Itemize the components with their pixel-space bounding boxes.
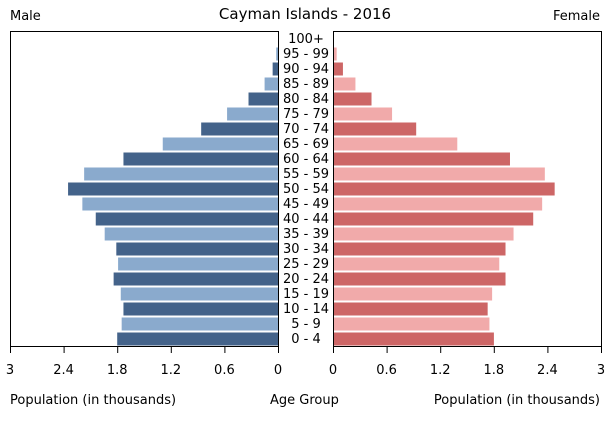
male-bar (227, 107, 278, 121)
female-bar (334, 272, 506, 286)
male-axis-tick-label: 2.4 (53, 363, 74, 378)
age-group-label: 5 - 9 (291, 317, 321, 332)
age-group-label: 10 - 14 (283, 302, 329, 317)
male-bar (162, 137, 278, 151)
female-bar (334, 47, 337, 61)
female-bar (334, 137, 458, 151)
female-bar (334, 302, 488, 316)
female-bar (334, 317, 490, 331)
female-axis-tick-label: 1.2 (430, 363, 451, 378)
male-bar (276, 47, 278, 61)
male-axis-tick-label: 3 (6, 363, 14, 378)
age-group-label: 35 - 39 (283, 227, 329, 242)
female-bar (334, 107, 393, 121)
age-group-label: 45 - 49 (283, 197, 329, 212)
female-label: Female (552, 9, 600, 24)
male-bar (272, 62, 278, 76)
female-bar (334, 92, 372, 106)
female-bar (334, 122, 417, 136)
female-bar (334, 77, 356, 91)
age-group-label: 30 - 34 (283, 242, 329, 257)
female-bar (334, 212, 534, 226)
age-group-label: 100+ (288, 32, 324, 47)
female-axis-tick-label: 0 (329, 363, 337, 378)
male-axis-tick-label: 1.8 (107, 363, 128, 378)
age-group-label: 25 - 29 (283, 257, 329, 272)
age-group-label: 50 - 54 (283, 182, 329, 197)
age-group-label: 80 - 84 (283, 92, 329, 107)
male-axis-tick-label: 0.6 (214, 363, 235, 378)
female-bar (334, 167, 545, 181)
female-axis-tick-label: 3 (597, 363, 605, 378)
female-bar (334, 332, 494, 346)
female-bar (334, 257, 500, 271)
male-bar (123, 152, 278, 166)
female-bar (334, 287, 493, 301)
x-axis-label-center: Age Group (270, 393, 339, 408)
male-bar (121, 317, 279, 331)
age-group-label: 60 - 64 (283, 152, 329, 167)
male-bar (248, 92, 278, 106)
male-bar (82, 197, 278, 211)
age-group-label: 20 - 24 (283, 272, 329, 287)
male-plot-frame (10, 31, 279, 347)
male-axis-tick-label: 0 (274, 363, 282, 378)
age-group-label: 85 - 89 (283, 77, 329, 92)
female-axis-tick-label: 1.8 (483, 363, 504, 378)
female-bar (334, 242, 506, 256)
age-group-label: 65 - 69 (283, 137, 329, 152)
female-bar (334, 152, 510, 166)
male-bar (120, 287, 278, 301)
male-bar (104, 227, 279, 241)
male-bar (84, 167, 278, 181)
female-bar (334, 62, 343, 76)
age-group-label: 75 - 79 (283, 107, 329, 122)
male-bar (116, 242, 278, 256)
chart-title: Cayman Islands - 2016 (218, 5, 392, 23)
male-bar (201, 122, 278, 136)
female-bar (334, 227, 514, 241)
age-group-label: 90 - 94 (283, 62, 329, 77)
male-bar (68, 182, 278, 196)
male-bar (123, 302, 278, 316)
male-bar (113, 272, 278, 286)
age-group-label: 15 - 19 (283, 287, 329, 302)
x-axis-label-female: Population (in thousands) (433, 393, 600, 408)
age-group-label: 0 - 4 (291, 332, 321, 347)
male-bar (95, 212, 278, 226)
male-bar (264, 77, 278, 91)
male-bar (118, 257, 279, 271)
male-bar (117, 332, 278, 346)
male-axis-tick-label: 1.2 (160, 363, 181, 378)
male-label: Male (10, 9, 41, 24)
female-axis-tick-label: 2.4 (537, 363, 558, 378)
female-bar (334, 197, 543, 211)
x-axis-label-male: Population (in thousands) (10, 393, 177, 408)
female-plot-frame (333, 31, 602, 347)
age-group-label: 95 - 99 (283, 47, 329, 62)
age-group-label: 55 - 59 (283, 167, 329, 182)
female-axis-tick-label: 0.6 (376, 363, 397, 378)
age-group-label: 40 - 44 (283, 212, 329, 227)
age-group-label: 70 - 74 (283, 122, 329, 137)
female-bar (334, 182, 555, 196)
